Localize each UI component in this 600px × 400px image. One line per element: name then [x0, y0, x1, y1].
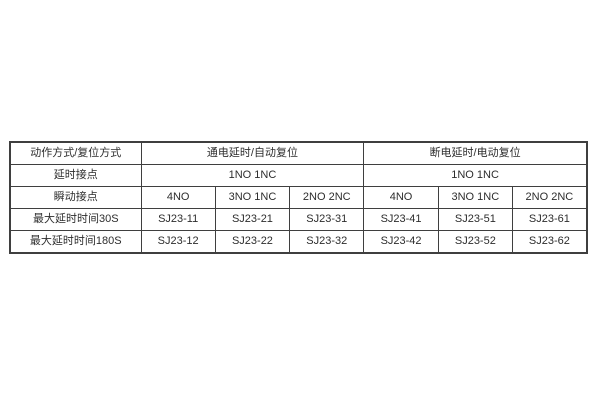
- instant-contact-cell: 3NO 1NC: [214, 186, 291, 209]
- instant-contact-cell: 2NO 2NC: [289, 186, 365, 209]
- header-group2-cell: 断电延时/电动复位: [363, 141, 588, 165]
- delay-contact-group1-value: 1NO 1NC: [140, 164, 365, 187]
- instant-contact-cell: 4NO: [363, 186, 439, 209]
- instant-contact-label: 瞬动接点: [9, 186, 142, 209]
- model-cell: SJ23-62: [511, 230, 588, 254]
- instant-contact-cell: 4NO: [140, 186, 216, 209]
- table-row-delay-contact: 延时接点 1NO 1NC 1NO 1NC: [9, 164, 588, 187]
- table-row-instant-contact: 瞬动接点 4NO 3NO 1NC 2NO 2NC 4NO 3NO 1NC 2NO…: [9, 186, 588, 209]
- max-delay-30s-label: 最大延时时间30S: [9, 208, 142, 231]
- relay-spec-table: 动作方式/复位方式 通电延时/自动复位 断电延时/电动复位 延时接点 1NO 1…: [9, 141, 588, 254]
- delay-contact-group2-value: 1NO 1NC: [363, 164, 588, 187]
- header-corner-cell: 动作方式/复位方式: [9, 141, 142, 165]
- model-cell: SJ23-52: [437, 230, 514, 254]
- table-row-max-delay-180s: 最大延时时间180S SJ23-12 SJ23-22 SJ23-32 SJ23-…: [9, 230, 588, 254]
- model-cell: SJ23-31: [289, 208, 365, 231]
- relay-spec-table-container: 动作方式/复位方式 通电延时/自动复位 断电延时/电动复位 延时接点 1NO 1…: [9, 141, 588, 254]
- model-cell: SJ23-21: [214, 208, 291, 231]
- model-cell: SJ23-12: [140, 230, 216, 254]
- instant-contact-cell: 2NO 2NC: [511, 186, 588, 209]
- model-cell: SJ23-42: [363, 230, 439, 254]
- model-cell: SJ23-22: [214, 230, 291, 254]
- model-cell: SJ23-61: [511, 208, 588, 231]
- table-row-max-delay-30s: 最大延时时间30S SJ23-11 SJ23-21 SJ23-31 SJ23-4…: [9, 208, 588, 231]
- instant-contact-cell: 3NO 1NC: [437, 186, 514, 209]
- model-cell: SJ23-32: [289, 230, 365, 254]
- model-cell: SJ23-11: [140, 208, 216, 231]
- max-delay-180s-label: 最大延时时间180S: [9, 230, 142, 254]
- model-cell: SJ23-41: [363, 208, 439, 231]
- model-cell: SJ23-51: [437, 208, 514, 231]
- header-group1-cell: 通电延时/自动复位: [140, 141, 365, 165]
- table-row-header: 动作方式/复位方式 通电延时/自动复位 断电延时/电动复位: [9, 141, 588, 165]
- delay-contact-label: 延时接点: [9, 164, 142, 187]
